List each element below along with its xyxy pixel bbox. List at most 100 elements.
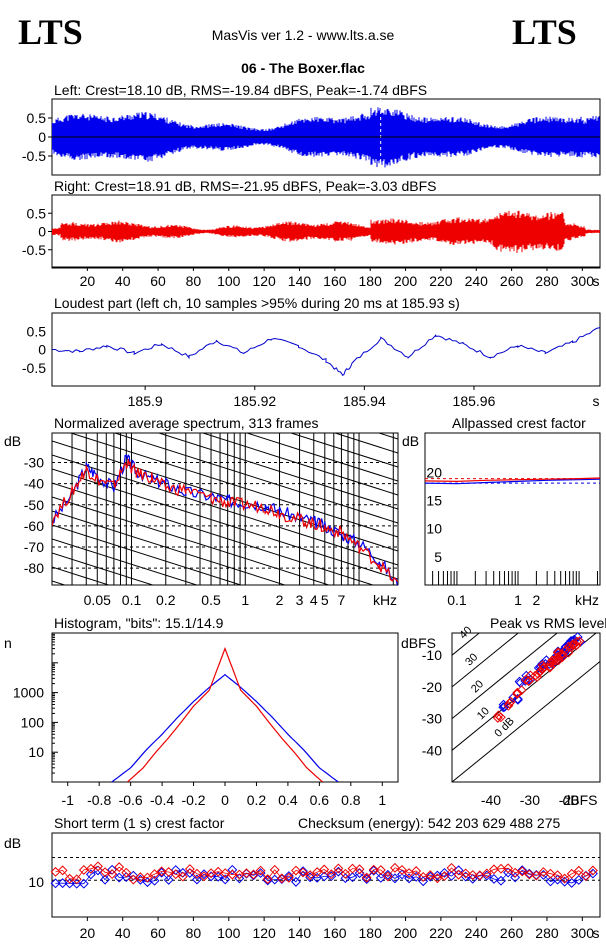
pvr-crest-line [452, 633, 597, 751]
histogram-ylabel: n [4, 635, 12, 651]
short-term-left-point [587, 868, 598, 879]
short-term-left-point [50, 878, 61, 889]
short-term-right-point [206, 868, 217, 879]
short-term-right-point [163, 867, 174, 877]
pvr-crest-label: 0 dB [492, 715, 516, 739]
short-term-right-point [432, 873, 443, 884]
time-tick-label: 20 [80, 273, 96, 289]
short-term-right-point [580, 871, 591, 882]
left-waveform-title: Left: Crest=18.10 dB, RMS=-19.84 dBFS, P… [54, 82, 427, 98]
short-term-right-point [503, 863, 514, 874]
loudest-xtick-label: 185.96 [453, 393, 496, 409]
pvr-crest-line [452, 633, 558, 720]
spectrum-xtick-label: 1 [241, 592, 249, 608]
short-term-right-point [319, 864, 330, 875]
left-ytick-label: 0 [38, 129, 46, 145]
spectrum-ytick-label: -80 [24, 560, 44, 576]
crest-title: Allpassed crest factor [452, 415, 586, 431]
short-term-left-point [439, 867, 450, 878]
short-term-xtick-label: 220 [429, 925, 453, 941]
crest-grid [432, 571, 598, 585]
short-term-right-point [192, 868, 202, 879]
short-term-right-point [114, 862, 125, 873]
time-tick-label: 240 [465, 273, 489, 289]
short-term-right-point [439, 871, 450, 881]
short-term-right-point [347, 863, 358, 874]
spectrum-left-line [52, 454, 398, 585]
short-term-left-point [78, 878, 89, 889]
short-term-left-point [488, 874, 499, 884]
short-term-right-point [107, 869, 118, 879]
crest-ytick-label: 10 [426, 521, 442, 537]
pvr-right-point [503, 700, 514, 711]
histogram-xtick-label: 0 [221, 792, 229, 808]
short-term-right-point [234, 869, 245, 880]
time-tick-label: 220 [429, 273, 453, 289]
pvr-ytick-label: -40 [422, 742, 442, 758]
logo-left: LTS [18, 12, 83, 52]
spectrum-ylabel: dB [4, 433, 21, 449]
short-term-right-point [78, 864, 89, 875]
short-term-right-point [305, 870, 316, 881]
crest-xtick-label: 1 [514, 592, 522, 608]
short-term-right-point [375, 865, 386, 875]
spectrum-ytick-label: -70 [24, 539, 44, 555]
spectrum-slope-line [333, 433, 398, 454]
spectrum-slope-line [113, 433, 398, 524]
checksum-text: Checksum (energy): 542 203 629 488 275 [298, 815, 560, 831]
short-term-left-point [213, 871, 224, 882]
pvr-left-point [512, 694, 523, 705]
pvr-crest-line [452, 660, 600, 782]
pvr-ytick-label: -30 [422, 711, 442, 727]
loudest-xunit: s [593, 393, 600, 409]
crest-ytick-label: 5 [434, 549, 442, 565]
spectrum-title: Normalized average spectrum, 313 frames [54, 415, 319, 431]
loudest-part-title: Loudest part (left ch, 10 samples >95% d… [54, 295, 460, 311]
loudest-line-group [52, 327, 600, 376]
spectrum-slope-line [52, 552, 155, 585]
short-term-left-line [55, 869, 594, 885]
short-term-right-point [510, 867, 521, 878]
time-tick-label: 140 [288, 273, 312, 289]
pvr-right-point [492, 712, 503, 723]
file-title: 06 - The Boxer.flac [241, 60, 365, 76]
short-term-left-point [389, 873, 400, 884]
short-term-left-point [114, 872, 125, 883]
short-term-xunit: s [593, 925, 600, 941]
short-term-right-point [446, 862, 457, 873]
time-tick-label: 120 [252, 273, 276, 289]
short-term-right-point [566, 868, 577, 879]
short-term-left-point [85, 869, 96, 880]
loudest-xtick-label: 185.9 [128, 393, 163, 409]
crest-xunit: kHz [575, 592, 599, 608]
short-term-right-point [57, 865, 68, 876]
short-term-right-point [531, 870, 542, 881]
short-term-ylabel: dB [4, 835, 21, 851]
histogram-left-line [111, 673, 339, 782]
short-term-right-point [488, 864, 499, 875]
short-term-right-point [397, 865, 407, 875]
short-term-right-point [93, 861, 103, 872]
pvr-right-point [563, 641, 574, 652]
logo-right: LTS [512, 12, 577, 52]
time-unit-label: s [593, 273, 600, 289]
pvr-right-point [516, 685, 527, 696]
short-term-left-point [262, 875, 273, 886]
pvr-right-point [561, 644, 572, 655]
short-term-right-point [269, 864, 280, 875]
histogram-xtick-label: 1 [378, 792, 386, 808]
short-term-left-point [361, 874, 372, 885]
short-term-left-point [156, 867, 167, 878]
short-term-right-point [559, 873, 570, 884]
spectrum-xtick-label: 0.05 [84, 592, 111, 608]
pvr-right-point [574, 636, 585, 647]
short-term-left-point [566, 877, 577, 888]
pvr-crest-line [452, 633, 481, 656]
pvr-right-point [571, 640, 582, 651]
short-term-left-point [220, 874, 231, 885]
short-term-right-point [121, 867, 132, 878]
short-term-right-point [453, 869, 464, 880]
spectrum-xtick-label: 7 [338, 592, 346, 608]
pvr-right-point [532, 668, 543, 679]
